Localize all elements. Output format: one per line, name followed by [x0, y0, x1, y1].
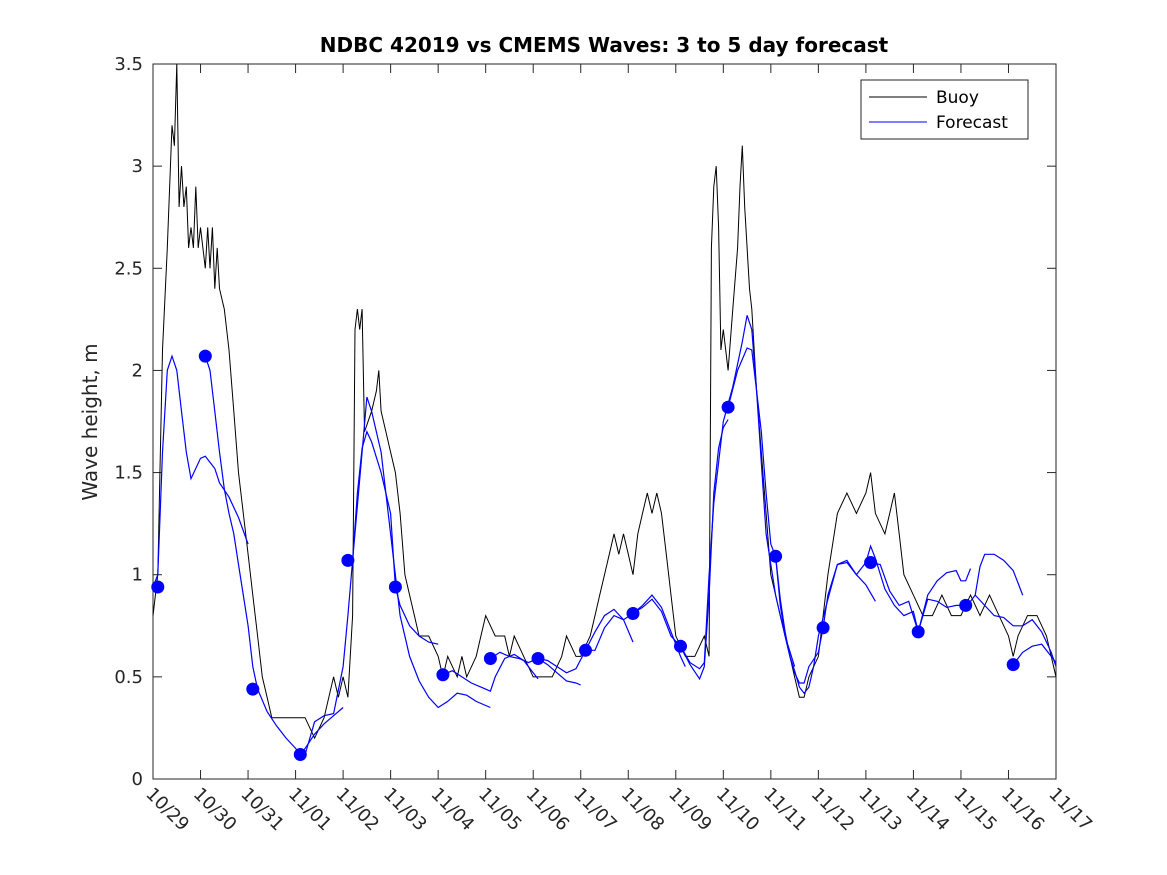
legend-label-forecast: Forecast — [936, 113, 1008, 133]
x-tick-label: 11/15 — [949, 784, 1001, 836]
y-tick-label: 2 — [132, 360, 143, 381]
forecast-series-line — [152, 354, 249, 588]
forecast-series-line — [679, 315, 796, 670]
y-tick-label: 2.5 — [114, 258, 143, 279]
forecast-marker — [721, 400, 735, 414]
forecast-marker — [341, 553, 355, 567]
x-tick-label: 11/12 — [807, 784, 859, 836]
forecast-marker — [1006, 658, 1020, 672]
x-tick-label: 11/10 — [712, 784, 764, 836]
forecast-marker — [959, 598, 973, 612]
buoy-series-line — [152, 63, 1057, 740]
series-layer — [151, 63, 1057, 761]
x-tick-label: 11/13 — [854, 784, 906, 836]
y-tick-label: 3.5 — [114, 54, 143, 75]
forecast-marker — [579, 643, 592, 657]
forecast-series-line — [917, 568, 972, 633]
x-tick-label: 11/07 — [569, 784, 621, 836]
forecast-marker — [436, 668, 450, 682]
forecast-marker — [246, 682, 260, 696]
x-tick-label: 11/08 — [617, 784, 669, 836]
forecast-series-line — [822, 544, 919, 633]
plot-area — [152, 63, 1057, 780]
forecast-marker — [769, 549, 783, 563]
legend-label-buoy: Buoy — [936, 88, 979, 108]
forecast-marker — [483, 652, 497, 665]
y-tick-label: 1 — [132, 565, 143, 586]
x-tick-label: 11/09 — [664, 784, 716, 836]
x-tick-label: 11/02 — [332, 784, 384, 836]
y-tick-label: 0.5 — [114, 667, 143, 688]
forecast-marker — [626, 607, 640, 620]
forecast-marker — [531, 652, 545, 665]
x-tick-label: 10/30 — [189, 784, 241, 836]
forecast-series-line — [632, 419, 729, 681]
forecast-marker — [911, 625, 925, 639]
forecast-series-line — [974, 594, 1057, 667]
forecast-series-line — [204, 355, 344, 756]
forecast-marker — [816, 621, 830, 635]
forecast-marker — [293, 748, 307, 761]
x-tick-label: 11/14 — [902, 784, 954, 836]
forecast-marker — [151, 580, 165, 594]
forecast-series-line — [304, 429, 439, 755]
forecast-marker — [674, 639, 687, 653]
forecast-series-line — [352, 396, 491, 709]
x-tick-label: 11/16 — [997, 784, 1049, 836]
x-tick-label: 11/01 — [284, 784, 336, 836]
x-tick-label: 10/31 — [237, 784, 289, 836]
x-tick-label: 10/29 — [141, 784, 193, 836]
x-tick-label: 11/04 — [427, 784, 479, 836]
x-tick-label: 11/06 — [522, 784, 574, 836]
legend: Buoy Forecast — [860, 79, 1029, 140]
forecast-series-line — [1012, 643, 1057, 665]
x-tick-label: 11/05 — [474, 784, 526, 836]
forecast-series-line — [965, 553, 1024, 606]
y-tick-label: 1.5 — [114, 463, 143, 484]
y-tick-label: 0 — [132, 769, 143, 790]
forecast-marker — [198, 349, 212, 363]
legend-box — [860, 79, 1029, 140]
x-tick-label: 11/03 — [379, 784, 431, 836]
x-tick-label: 11/17 — [1044, 784, 1096, 836]
y-tick-label: 3 — [132, 156, 143, 177]
forecast-series-line — [442, 653, 539, 693]
forecast-marker — [864, 556, 878, 569]
x-tick-label: 11/11 — [759, 784, 811, 836]
y-axis-label: Wave height, m — [78, 343, 102, 500]
chart-title: NDBC 42019 vs CMEMS Waves: 3 to 5 day fo… — [320, 33, 889, 57]
forecast-marker — [388, 580, 402, 594]
